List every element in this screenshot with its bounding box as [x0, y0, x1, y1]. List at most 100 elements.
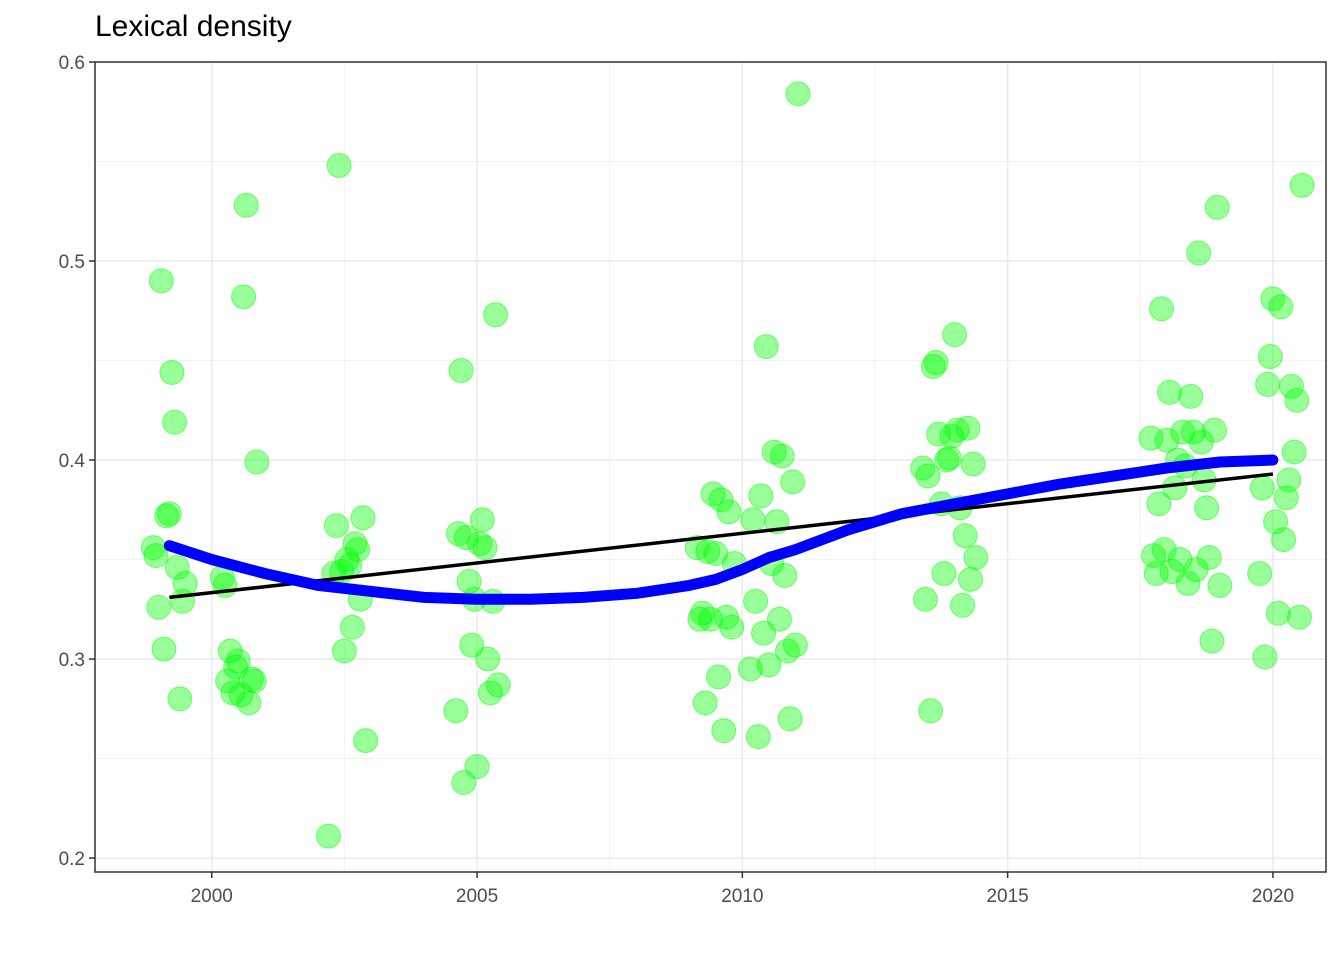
data-point	[220, 680, 246, 706]
data-point	[1281, 439, 1307, 465]
data-point	[695, 539, 721, 565]
data-point	[244, 449, 270, 475]
data-point	[918, 698, 944, 724]
data-point	[936, 445, 962, 471]
data-point	[350, 505, 376, 531]
data-point	[151, 636, 177, 662]
data-point	[315, 823, 341, 849]
data-point	[353, 728, 379, 754]
data-point	[1154, 427, 1180, 453]
data-point	[944, 417, 970, 443]
data-point	[1276, 467, 1302, 493]
data-point	[719, 614, 745, 640]
data-point	[472, 535, 498, 561]
data-point	[751, 620, 777, 646]
data-point	[955, 415, 981, 441]
data-point	[931, 560, 957, 586]
x-tick-label: 2015	[986, 886, 1028, 907]
data-point	[772, 562, 798, 588]
data-point	[228, 682, 254, 708]
data-point	[326, 152, 352, 178]
data-point	[1178, 383, 1204, 409]
data-point	[225, 648, 251, 674]
data-point	[737, 656, 763, 682]
panel-border	[94, 61, 1327, 873]
data-point	[1265, 600, 1291, 626]
data-point	[743, 588, 769, 614]
data-point	[926, 421, 952, 447]
data-point	[485, 672, 511, 698]
data-point	[963, 545, 989, 571]
data-point	[1207, 572, 1233, 598]
data-point	[236, 690, 262, 716]
data-point	[1289, 172, 1315, 198]
data-point	[756, 652, 782, 678]
data-point	[1257, 344, 1283, 370]
data-point	[782, 632, 808, 658]
data-point	[156, 501, 182, 527]
data-point	[231, 284, 257, 310]
data-point	[1199, 628, 1225, 654]
data-point	[960, 451, 986, 477]
data-point	[448, 357, 474, 383]
x-tick-label: 2000	[191, 886, 233, 907]
data-point	[1249, 475, 1275, 501]
data-point	[1194, 495, 1220, 521]
data-point	[477, 680, 503, 706]
chart-title: Lexical density	[95, 10, 292, 43]
data-point	[957, 566, 983, 592]
data-point	[1286, 604, 1312, 630]
data-point	[1284, 387, 1310, 413]
data-point	[172, 570, 198, 596]
data-point	[705, 664, 731, 690]
data-point	[331, 638, 357, 664]
data-point	[1252, 644, 1278, 670]
y-tick-label: 0.3	[59, 650, 85, 671]
x-tick-label: 2010	[721, 886, 763, 907]
data-point	[952, 523, 978, 549]
data-point	[1146, 491, 1172, 517]
data-point	[143, 543, 169, 569]
data-point	[1247, 560, 1273, 586]
data-point	[766, 606, 792, 632]
data-point	[1162, 475, 1188, 501]
data-point	[753, 334, 779, 360]
data-point	[748, 483, 774, 509]
data-point	[1271, 527, 1297, 553]
data-point	[159, 359, 185, 385]
data-point	[167, 686, 193, 712]
data-point	[923, 350, 949, 376]
data-point	[146, 594, 172, 620]
y-tick-label: 0.4	[59, 451, 86, 472]
data-points	[140, 81, 1315, 849]
x-axis: 2000 2005 2010 2015 2020	[191, 872, 1294, 907]
data-point	[1255, 371, 1281, 397]
data-point	[1196, 545, 1222, 571]
data-point	[443, 698, 469, 724]
data-point	[1175, 570, 1201, 596]
data-point	[469, 507, 495, 533]
x-tick-label: 2020	[1252, 886, 1294, 907]
smooth-fit-line	[163, 454, 1279, 605]
data-point	[785, 81, 811, 107]
y-tick-label: 0.6	[59, 53, 85, 74]
data-point	[1268, 294, 1294, 320]
data-point	[1138, 425, 1164, 451]
data-point	[761, 439, 787, 465]
data-point	[148, 268, 174, 294]
data-point	[1167, 547, 1193, 573]
data-point	[1279, 373, 1305, 399]
data-point	[233, 192, 259, 218]
data-point	[475, 646, 501, 672]
data-point	[1156, 379, 1182, 405]
data-point	[780, 469, 806, 495]
data-point	[740, 507, 766, 533]
data-point	[162, 409, 188, 435]
data-point	[445, 521, 471, 547]
data-point	[692, 690, 718, 716]
data-point	[217, 638, 243, 664]
data-point	[745, 724, 771, 750]
data-point	[459, 632, 485, 658]
data-point	[769, 443, 795, 469]
